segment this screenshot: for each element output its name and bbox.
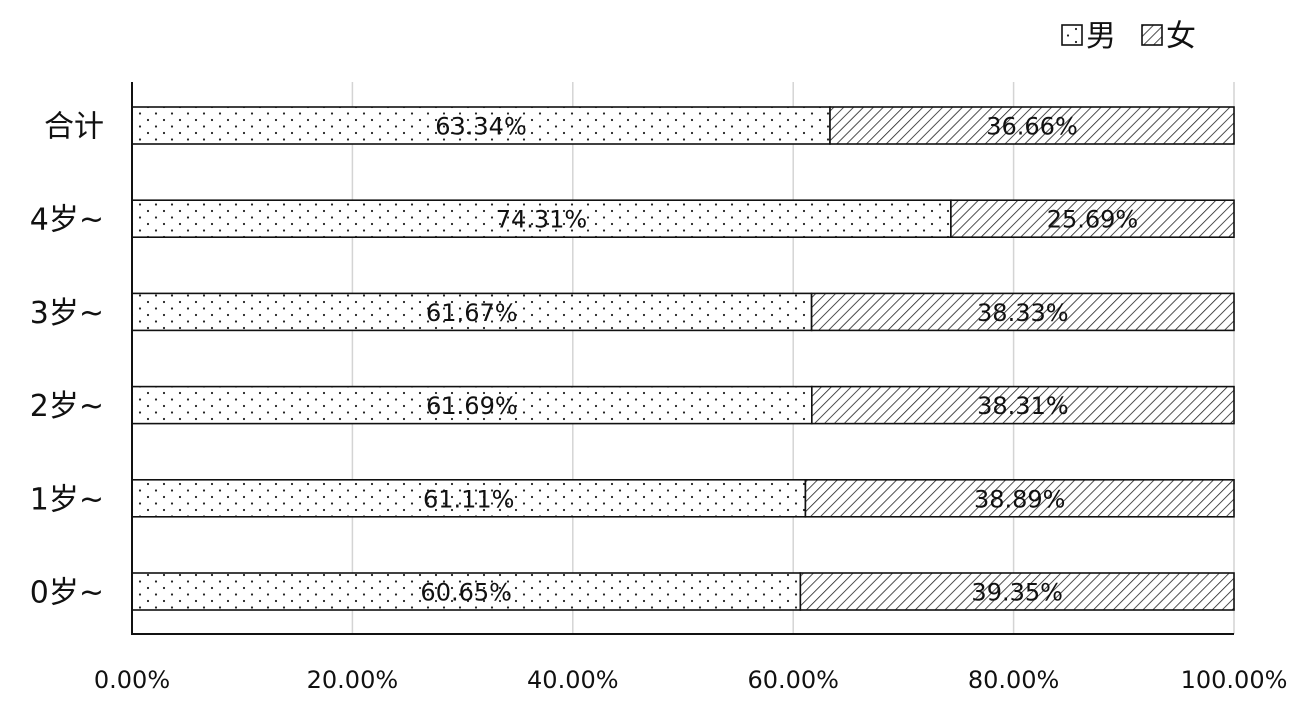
bar-female (804, 478, 1235, 518)
axes (131, 82, 1234, 635)
data-label-female: 25.69% (1047, 206, 1139, 234)
legend-label-male: 男 (1086, 19, 1116, 54)
data-label-female: 38.33% (977, 299, 1069, 327)
legend-swatch-male (1061, 24, 1083, 46)
x-tick-label: 100.00% (1181, 666, 1288, 694)
bar-male (131, 292, 813, 332)
bar-male (131, 106, 831, 145)
data-label-female: 36.66% (986, 113, 1078, 141)
gridlines (351, 82, 1235, 634)
bars (131, 106, 1235, 611)
labels: 0.00% 20.00% 40.00% 60.00% 80.00% 100.00% 63.3… (30, 110, 1288, 695)
bar-male (131, 199, 952, 238)
data-label-female: 38.31% (977, 392, 1069, 420)
bar-female (810, 292, 1235, 332)
x-tick-label: 80.00% (968, 666, 1060, 694)
x-tick-label: 0.00% (94, 666, 170, 694)
x-tick-label: 40.00% (527, 666, 619, 694)
x-tick-label: 60.00% (747, 666, 839, 694)
legend-label-female: 女 (1166, 19, 1196, 54)
bar-female (950, 199, 1235, 238)
legend: 男女 (1061, 19, 1196, 54)
data-label-male: 61.69% (426, 392, 518, 420)
bar-female (811, 385, 1235, 425)
bar-male (131, 572, 802, 611)
category-label: 1岁~ (30, 482, 104, 517)
legend-swatch-female (1141, 24, 1163, 46)
x-tick-label: 20.00% (307, 666, 399, 694)
data-label-male: 61.67% (426, 299, 518, 327)
category-label: 4岁~ (30, 203, 104, 238)
bar-male (131, 385, 813, 425)
category-label: 0岁~ (30, 576, 104, 611)
data-label-male: 61.11% (423, 485, 515, 513)
category-label: 合计 (44, 110, 104, 145)
data-label-female: 39.35% (971, 579, 1063, 607)
bar-male (131, 478, 807, 518)
data-label-female: 38.89% (974, 485, 1066, 513)
category-label: 2岁~ (30, 389, 104, 424)
bar-female (829, 106, 1235, 145)
data-label-male: 74.31% (496, 206, 588, 234)
data-label-male: 63.34% (435, 113, 527, 141)
data-label-male: 60.65% (420, 579, 512, 607)
bar-female (799, 572, 1235, 611)
category-label: 3岁~ (30, 296, 104, 331)
